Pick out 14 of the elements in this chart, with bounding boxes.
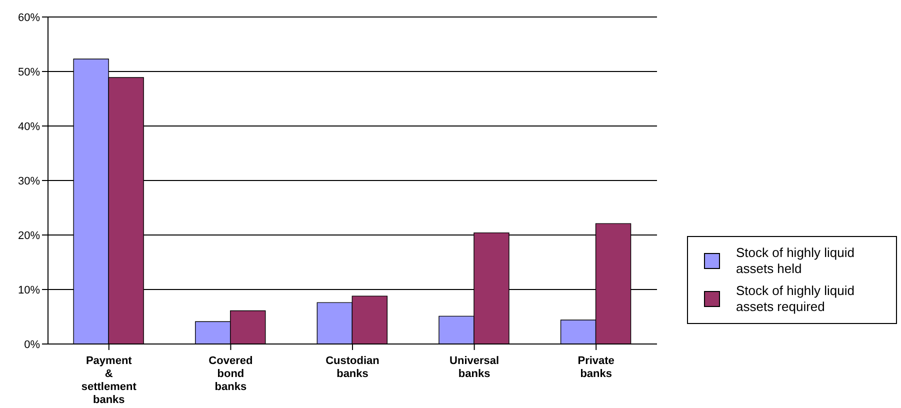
legend-label: Stock of highly liquid assets required [736, 283, 856, 315]
x-tick-label: Custodian banks [326, 355, 380, 380]
x-tick-label: Universal banks [450, 355, 500, 380]
y-tick-label: 0% [24, 338, 40, 351]
y-tick-label: 30% [18, 175, 40, 188]
y-tick-label: 50% [18, 66, 40, 78]
y-tick-label: 40% [18, 120, 40, 133]
y-tick-label: 10% [18, 284, 40, 296]
x-tick-label: Payment & settlement banks [81, 355, 137, 406]
legend-label: Stock of highly liquid assets held [736, 245, 856, 277]
y-tick-label: 20% [18, 230, 40, 242]
x-tick-label: Private banks [578, 355, 614, 380]
x-tick-label: Covered bond banks [208, 355, 253, 393]
y-tick-label: 60% [18, 12, 40, 24]
